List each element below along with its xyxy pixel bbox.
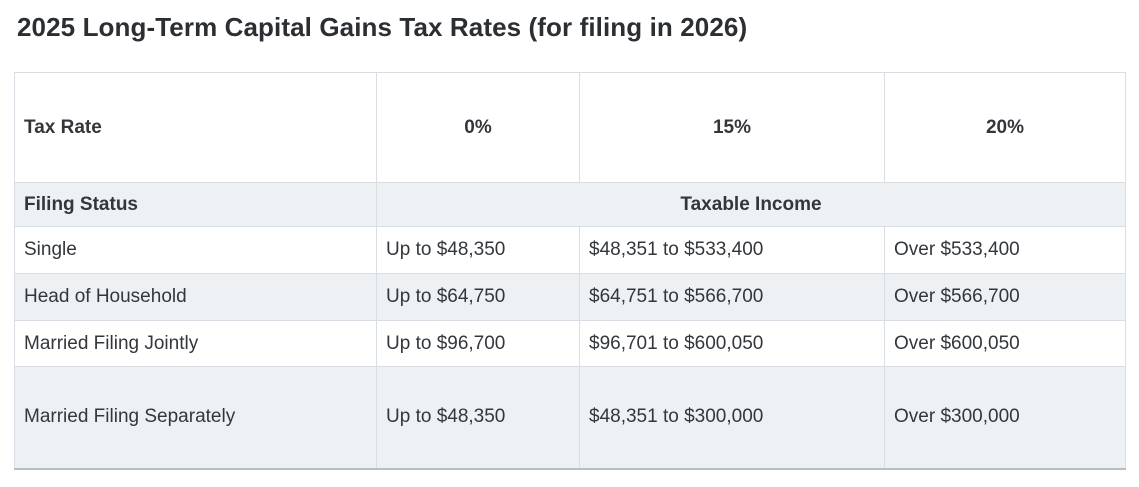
rate-15-cell: $48,351 to $300,000 [579, 366, 885, 469]
table-row-head-of-household: Head of Household Up to $64,750 $64,751 … [14, 273, 1126, 321]
filing-status-cell: Married Filing Separately [14, 366, 377, 469]
rate-0-cell: Up to $96,700 [376, 320, 580, 367]
rate-20-cell: Over $533,400 [884, 226, 1126, 274]
rate-20-cell: Over $566,700 [884, 273, 1126, 321]
table-row-married-filing-separately: Married Filing Separately Up to $48,350 … [14, 366, 1126, 469]
taxable-income-header-cell: Taxable Income [376, 182, 1126, 227]
rate-15-cell: $96,701 to $600,050 [579, 320, 885, 367]
table-row-married-filing-jointly: Married Filing Jointly Up to $96,700 $96… [14, 320, 1126, 367]
filing-status-cell: Single [14, 226, 377, 274]
tax-rates-table: Tax Rate 0% 15% 20% Filing Status Taxabl… [14, 72, 1126, 470]
filing-status-header-cell: Filing Status [14, 182, 377, 227]
rate-20-header-cell: 20% [884, 72, 1126, 183]
table-header-row: Tax Rate 0% 15% 20% [14, 72, 1126, 183]
rate-0-cell: Up to $48,350 [376, 366, 580, 469]
rate-0-cell: Up to $64,750 [376, 273, 580, 321]
table-subheader-row: Filing Status Taxable Income [14, 182, 1126, 227]
rate-20-cell: Over $600,050 [884, 320, 1126, 367]
filing-status-cell: Head of Household [14, 273, 377, 321]
filing-status-cell: Married Filing Jointly [14, 320, 377, 367]
rate-15-header-cell: 15% [579, 72, 885, 183]
page: 2025 Long-Term Capital Gains Tax Rates (… [14, 12, 1126, 470]
table-row-single: Single Up to $48,350 $48,351 to $533,400… [14, 226, 1126, 274]
rate-0-cell: Up to $48,350 [376, 226, 580, 274]
rate-0-header-cell: 0% [376, 72, 580, 183]
rate-15-cell: $48,351 to $533,400 [579, 226, 885, 274]
rate-15-cell: $64,751 to $566,700 [579, 273, 885, 321]
page-title: 2025 Long-Term Capital Gains Tax Rates (… [17, 12, 748, 42]
rate-20-cell: Over $300,000 [884, 366, 1126, 469]
tax-rate-header-cell: Tax Rate [14, 72, 377, 183]
